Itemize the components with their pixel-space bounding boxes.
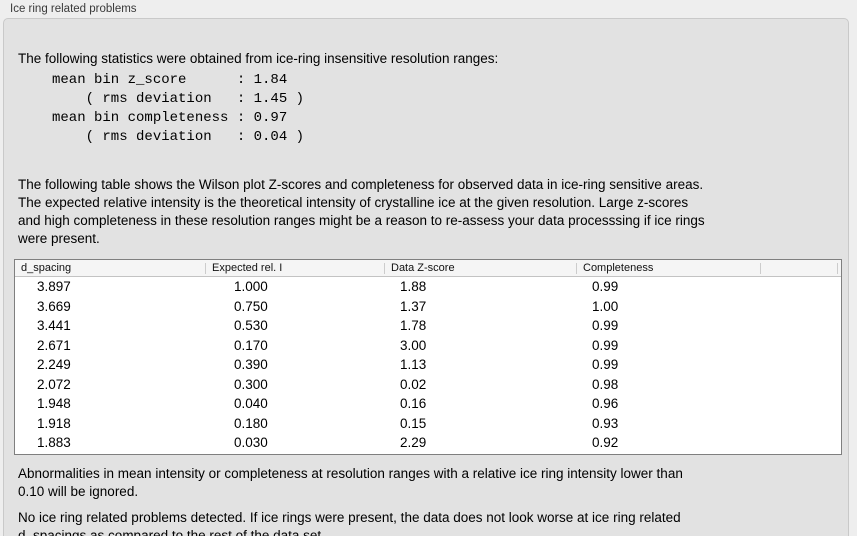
cell-d-spacing: 1.948	[37, 396, 71, 412]
ignore-note: Abnormalities in mean intensity or compl…	[18, 466, 683, 499]
cell-expected-rel-i: 0.530	[234, 318, 268, 334]
cell-d-spacing: 3.669	[37, 298, 71, 314]
cell-data-z-score: 0.02	[400, 376, 427, 392]
column-header-label: Data Z-score	[391, 262, 455, 274]
cell-d-spacing: 1.918	[37, 415, 71, 431]
table-row[interactable]: 1.948 0.040 0.16 0.96	[15, 394, 841, 414]
cell-d-spacing: 1.883	[37, 435, 71, 451]
groupbox-title: Ice ring related problems	[10, 3, 137, 15]
column-header-expected-rel-i[interactable]: Expected rel. I	[206, 260, 385, 276]
cell-data-z-score: 1.13	[400, 357, 427, 373]
table-body: 3.897 1.000 1.88 0.99 3.669 0.750 1.37 1.00 3.44…	[15, 277, 841, 453]
column-separator	[384, 263, 385, 274]
column-separator	[576, 263, 577, 274]
cell-completeness: 0.99	[592, 337, 619, 353]
cell-data-z-score: 1.78	[400, 318, 427, 334]
table-header-row: d_spacing Expected rel. I Data Z-score Comp…	[15, 260, 841, 277]
column-header-filler	[838, 260, 841, 276]
ice-ring-groupbox: The following statistics were obtained f…	[3, 18, 849, 536]
cell-expected-rel-i: 0.300	[234, 376, 268, 392]
cell-d-spacing: 2.072	[37, 376, 71, 392]
cell-completeness: 0.99	[592, 318, 619, 334]
ice-ring-table[interactable]: d_spacing Expected rel. I Data Z-score Comp…	[14, 259, 842, 455]
cell-completeness: 0.99	[592, 279, 619, 295]
cell-data-z-score: 1.37	[400, 298, 427, 314]
table-row[interactable]: 3.441 0.530 1.78 0.99	[15, 316, 841, 336]
table-row[interactable]: 2.249 0.390 1.13 0.99	[15, 355, 841, 375]
table-row[interactable]: 2.671 0.170 3.00 0.99	[15, 336, 841, 356]
cell-expected-rel-i: 0.040	[234, 396, 268, 412]
column-header-label: Completeness	[583, 262, 654, 274]
column-header-data-z-score[interactable]: Data Z-score	[385, 260, 577, 276]
column-separator	[760, 263, 761, 274]
cell-completeness: 0.98	[592, 376, 619, 392]
cell-expected-rel-i: 0.390	[234, 357, 268, 373]
cell-completeness: 0.93	[592, 415, 619, 431]
column-header-label: Expected rel. I	[212, 262, 283, 274]
column-header-completeness[interactable]: Completeness	[577, 260, 761, 276]
column-header-d-spacing[interactable]: d_spacing	[15, 260, 206, 276]
cell-data-z-score: 0.15	[400, 415, 427, 431]
cell-d-spacing: 2.671	[37, 337, 71, 353]
column-separator	[205, 263, 206, 274]
table-row[interactable]: 1.883 0.030 2.29 0.92	[15, 433, 841, 453]
cell-data-z-score: 0.16	[400, 396, 427, 412]
cell-data-z-score: 2.29	[400, 435, 427, 451]
stats-block: mean bin z_score : 1.84 ( rms deviation …	[52, 72, 305, 145]
column-separator	[837, 263, 838, 274]
cell-d-spacing: 3.897	[37, 279, 71, 295]
table-row[interactable]: 2.072 0.300 0.02 0.98	[15, 375, 841, 395]
cell-data-z-score: 3.00	[400, 337, 427, 353]
cell-completeness: 0.99	[592, 357, 619, 373]
table-row[interactable]: 1.918 0.180 0.15 0.93	[15, 414, 841, 434]
column-header-label: d_spacing	[21, 262, 72, 274]
table-description: The following table shows the Wilson plo…	[18, 177, 705, 246]
cell-d-spacing: 2.249	[37, 357, 71, 373]
cell-d-spacing: 3.441	[37, 318, 71, 334]
cell-expected-rel-i: 0.030	[234, 435, 268, 451]
intro-text: The following statistics were obtained f…	[18, 51, 499, 66]
cell-completeness: 0.92	[592, 435, 619, 451]
table-row[interactable]: 3.669 0.750 1.37 1.00	[15, 297, 841, 317]
cell-expected-rel-i: 0.750	[234, 298, 268, 314]
table-row[interactable]: 3.897 1.000 1.88 0.99	[15, 277, 841, 297]
column-header-blank[interactable]	[761, 260, 838, 276]
cell-completeness: 1.00	[592, 298, 619, 314]
cell-completeness: 0.96	[592, 396, 619, 412]
cell-expected-rel-i: 0.180	[234, 415, 268, 431]
cell-expected-rel-i: 1.000	[234, 279, 268, 295]
cell-data-z-score: 1.88	[400, 279, 427, 295]
conclusion-text: No ice ring related problems detected. I…	[18, 510, 681, 536]
cell-expected-rel-i: 0.170	[234, 337, 268, 353]
